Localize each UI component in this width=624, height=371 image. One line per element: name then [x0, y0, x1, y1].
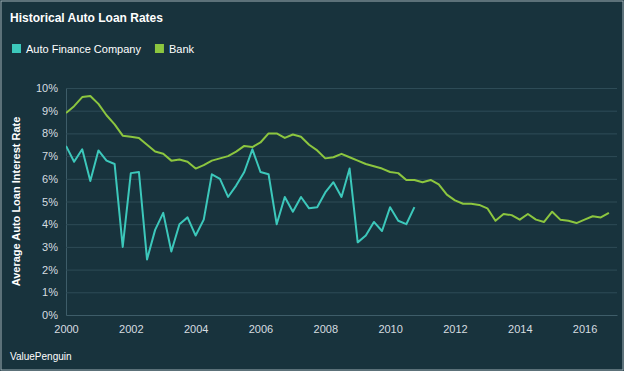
grid-line	[66, 247, 617, 248]
x-tick-label: 2010	[378, 323, 402, 335]
y-tick: 0%	[42, 309, 617, 321]
y-axis-line	[67, 89, 618, 316]
y-axis-title: Average Auto Loan Interest Rate	[10, 117, 22, 287]
x-tick-label: 2006	[249, 323, 273, 335]
grid-line	[66, 179, 617, 180]
x-axis: 2000 2002 2004 2006 2008 2010 2012 2014 2016	[54, 315, 617, 335]
y-tick-label: 1%	[42, 286, 58, 298]
y-axis: 0% 1% 2% 3% 4% 5% 6% 7% 8% 9% 10%	[36, 82, 617, 321]
series-line	[66, 96, 609, 223]
y-tick-label: 7%	[42, 150, 58, 162]
grid-line	[66, 224, 617, 225]
grid-line	[66, 202, 617, 203]
x-tick: 2002	[119, 315, 143, 335]
background	[1, 1, 623, 370]
x-tick: 2008	[314, 315, 338, 335]
grid-line	[66, 270, 617, 271]
grid-line	[66, 111, 617, 112]
source: ValuePenguin	[10, 351, 72, 362]
x-axis-line	[67, 315, 618, 316]
y-tick: 4%	[42, 218, 617, 230]
x-tick: 2012	[443, 315, 467, 335]
y-tick-label: 4%	[42, 218, 58, 230]
y-tick: 6%	[42, 173, 617, 185]
x-tick: 2006	[249, 315, 273, 335]
x-tick-label: 2002	[119, 323, 143, 335]
grid-line	[66, 88, 617, 89]
grid-line	[66, 133, 617, 134]
grid-line	[66, 292, 617, 293]
x-tick-label: 2004	[184, 323, 208, 335]
x-tick-label: 2014	[508, 323, 532, 335]
legend: Auto Finance Company Bank	[12, 43, 195, 55]
y-tick-label: 3%	[42, 241, 58, 253]
y-tick: 1%	[42, 286, 617, 298]
x-tick-label: 2012	[443, 323, 467, 335]
x-tick: 2004	[184, 315, 208, 335]
y-tick: 2%	[42, 264, 617, 276]
x-tick: 2014	[508, 315, 532, 335]
legend-swatch	[12, 44, 21, 53]
chart: Historical Auto Loan Rates Auto Finance C…	[0, 0, 624, 371]
x-tick: 2000	[54, 315, 78, 335]
y-tick-label: 0%	[42, 309, 58, 321]
x-tick-label: 2008	[314, 323, 338, 335]
x-tick: 2010	[378, 315, 402, 335]
legend-item: Bank	[155, 43, 195, 55]
title: Historical Auto Loan Rates	[10, 11, 163, 25]
legend-swatch	[155, 44, 164, 53]
x-tick-label: 2016	[573, 323, 597, 335]
x-tick: 2016	[573, 315, 597, 335]
y-tick: 9%	[42, 105, 617, 117]
y-tick-label: 9%	[42, 105, 58, 117]
legend-label: Bank	[169, 43, 195, 55]
legend-item: Auto Finance Company	[12, 43, 141, 55]
y-tick-label: 6%	[42, 173, 58, 185]
y-tick-label: 10%	[36, 82, 58, 94]
y-tick-label: 2%	[42, 264, 58, 276]
grid-line	[66, 315, 617, 316]
y-tick: 3%	[42, 241, 617, 253]
x-tick-label: 2000	[54, 323, 78, 335]
grid-line	[66, 156, 617, 157]
plot-area	[66, 96, 609, 259]
y-tick: 7%	[42, 150, 617, 162]
y-tick-label: 5%	[42, 196, 58, 208]
legend-label: Auto Finance Company	[26, 43, 141, 55]
y-tick-label: 8%	[42, 127, 58, 139]
y-tick: 10%	[36, 82, 617, 94]
y-tick: 8%	[42, 127, 617, 139]
